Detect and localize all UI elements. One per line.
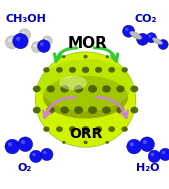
Circle shape	[158, 40, 168, 50]
Ellipse shape	[88, 106, 97, 114]
Ellipse shape	[122, 67, 128, 73]
Circle shape	[31, 42, 42, 52]
Ellipse shape	[130, 31, 141, 39]
Ellipse shape	[60, 85, 69, 93]
Ellipse shape	[95, 67, 102, 73]
Circle shape	[148, 150, 161, 163]
Circle shape	[21, 140, 25, 144]
Ellipse shape	[56, 67, 63, 73]
Ellipse shape	[39, 59, 132, 111]
Ellipse shape	[69, 126, 76, 132]
Ellipse shape	[46, 107, 55, 114]
Circle shape	[125, 28, 128, 31]
Circle shape	[41, 148, 53, 161]
Ellipse shape	[69, 67, 76, 73]
Circle shape	[8, 142, 12, 146]
Ellipse shape	[83, 141, 88, 144]
Circle shape	[43, 151, 47, 154]
Circle shape	[139, 36, 142, 39]
Circle shape	[162, 151, 165, 154]
Circle shape	[8, 39, 12, 42]
Circle shape	[30, 150, 42, 163]
Ellipse shape	[43, 126, 50, 132]
Circle shape	[13, 33, 28, 49]
Circle shape	[19, 29, 30, 40]
Circle shape	[5, 36, 19, 49]
Ellipse shape	[56, 126, 63, 132]
Ellipse shape	[35, 52, 136, 147]
Ellipse shape	[102, 106, 111, 114]
Ellipse shape	[116, 85, 125, 92]
Circle shape	[34, 44, 37, 47]
Ellipse shape	[33, 86, 41, 92]
Circle shape	[32, 153, 36, 156]
Ellipse shape	[102, 85, 111, 93]
Circle shape	[143, 140, 147, 144]
Circle shape	[5, 139, 20, 154]
Text: H₂O: H₂O	[136, 163, 159, 173]
Circle shape	[45, 38, 47, 41]
Ellipse shape	[105, 55, 109, 58]
Text: O₂: O₂	[18, 163, 32, 173]
Ellipse shape	[33, 107, 41, 113]
Circle shape	[40, 42, 44, 46]
Ellipse shape	[82, 67, 89, 73]
Ellipse shape	[122, 126, 128, 132]
Circle shape	[127, 139, 141, 154]
Ellipse shape	[82, 126, 89, 132]
Ellipse shape	[46, 85, 55, 92]
Text: CH₃OH: CH₃OH	[5, 14, 46, 24]
Text: ORR: ORR	[69, 127, 102, 141]
Ellipse shape	[43, 76, 128, 119]
Ellipse shape	[74, 106, 83, 114]
Ellipse shape	[60, 106, 69, 114]
Circle shape	[18, 137, 33, 152]
Circle shape	[137, 33, 149, 45]
Circle shape	[16, 37, 20, 41]
Ellipse shape	[74, 85, 83, 93]
Circle shape	[22, 31, 25, 34]
Circle shape	[43, 36, 52, 46]
Circle shape	[123, 25, 135, 37]
Ellipse shape	[152, 38, 162, 44]
Circle shape	[151, 153, 154, 156]
Circle shape	[159, 148, 169, 161]
Ellipse shape	[59, 76, 87, 90]
Circle shape	[38, 40, 50, 52]
Circle shape	[147, 33, 156, 43]
Circle shape	[160, 42, 163, 44]
Ellipse shape	[43, 67, 50, 73]
Text: CO₂: CO₂	[135, 14, 157, 24]
Circle shape	[130, 142, 134, 146]
Circle shape	[149, 35, 151, 38]
Ellipse shape	[105, 141, 109, 144]
Ellipse shape	[108, 126, 115, 132]
Ellipse shape	[37, 53, 135, 146]
Ellipse shape	[130, 86, 138, 92]
Ellipse shape	[62, 141, 66, 144]
Ellipse shape	[130, 107, 138, 113]
Text: MOR: MOR	[68, 36, 108, 51]
Ellipse shape	[108, 67, 115, 73]
Ellipse shape	[95, 126, 102, 132]
Ellipse shape	[83, 55, 88, 58]
Ellipse shape	[116, 107, 125, 114]
Circle shape	[140, 137, 154, 152]
Ellipse shape	[88, 85, 97, 93]
Ellipse shape	[62, 55, 66, 58]
